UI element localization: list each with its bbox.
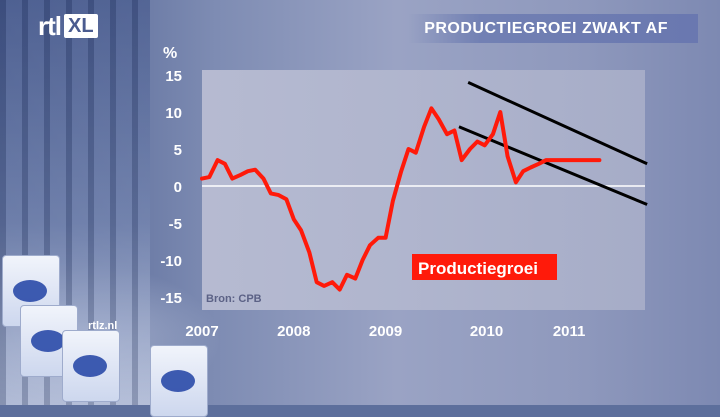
x-tick-label: 2007 bbox=[185, 323, 218, 340]
logo-main: rtl bbox=[38, 11, 62, 41]
watermark: rtlz.nl bbox=[88, 320, 118, 332]
y-tick-label: -15 bbox=[160, 290, 182, 307]
x-tick-label: 2011 bbox=[553, 323, 586, 340]
y-tick-label: 5 bbox=[174, 142, 182, 159]
series-line bbox=[200, 106, 602, 292]
y-tick-label: 0 bbox=[174, 179, 182, 196]
x-tick-label: 2008 bbox=[277, 323, 310, 340]
trend-line bbox=[467, 81, 648, 166]
title-bar: PRODUCTIEGROEI ZWAKT AF bbox=[408, 14, 698, 43]
y-tick-label: 15 bbox=[165, 68, 182, 85]
series-label-text: Productiegroei bbox=[418, 259, 538, 278]
series-label-box bbox=[412, 254, 557, 280]
y-axis-unit: % bbox=[163, 45, 177, 62]
x-tick-label: 2009 bbox=[369, 323, 402, 340]
chart-title: PRODUCTIEGROEI ZWAKT AF bbox=[424, 20, 668, 37]
y-axis: 15 10 5 0 -5 -10 -15 bbox=[160, 68, 182, 307]
series bbox=[200, 106, 602, 292]
source-note: Bron: CPB bbox=[206, 293, 262, 305]
x-tick-label: 2010 bbox=[470, 323, 503, 340]
y-tick-label: 10 bbox=[165, 105, 182, 122]
carton-3 bbox=[62, 330, 120, 402]
x-axis: 2007 2008 2009 2010 2011 bbox=[185, 323, 585, 340]
series-label: Productiegroei bbox=[412, 254, 557, 280]
rtl-xl-logo: rtl XL bbox=[38, 12, 98, 40]
logo-badge: XL bbox=[64, 14, 98, 38]
y-tick-label: -10 bbox=[160, 253, 182, 270]
line-chart: 15 10 5 0 -5 -10 -15 2007 2008 2009 2010 2011 % Pr… bbox=[160, 45, 648, 340]
y-tick-label: -5 bbox=[169, 216, 182, 233]
